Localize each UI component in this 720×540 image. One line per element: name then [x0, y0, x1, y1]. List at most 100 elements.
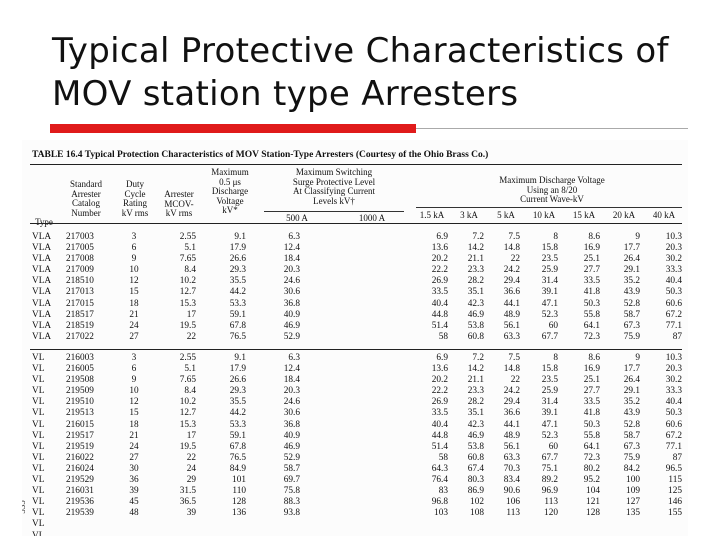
vla-d1_5-cell: 26.9 — [431, 276, 448, 287]
vla-d5-cell: 22 — [510, 254, 520, 265]
vla-d20-cell: 26.4 — [623, 254, 640, 265]
vl-catalog-cell: 216003 — [66, 353, 94, 363]
vl-catalog-cell: 219513 — [66, 408, 94, 419]
vla-d3-cell: 14.2 — [467, 243, 484, 254]
vl-duty-cell: 10 — [129, 386, 139, 397]
vl-d40-cell: 50.3 — [665, 408, 682, 419]
vl-d5-cell: 14.8 — [503, 364, 520, 375]
vl-mcov-cell: 24 — [186, 463, 196, 474]
vl-mcov-cell: 31.5 — [179, 486, 196, 497]
vl-d3-cell — [454, 519, 484, 530]
vl-d5-cell: 83.4 — [503, 475, 520, 486]
vl-d40-cell: 60.6 — [665, 419, 682, 430]
vla-mcov-cell: 15.3 — [179, 298, 196, 309]
vla-s1000-cell — [342, 332, 376, 343]
vla-d3-cell: 28.2 — [467, 276, 484, 287]
vl-d3-cell: 102 — [470, 497, 484, 508]
vl-mcov-cell — [160, 519, 196, 530]
vla-d15-cell: 41.8 — [583, 287, 600, 298]
vl-d40-cell: 77.1 — [665, 441, 682, 452]
vl-d15-cell: 33.5 — [583, 397, 600, 408]
vla-catalog-cell: 217008 — [66, 254, 94, 265]
vl-d1_5-cell — [418, 519, 448, 530]
vl-max05-cell: 76.5 — [229, 452, 246, 463]
header-switching: Maximum Switching Surge Protective Level… — [292, 167, 376, 206]
vl-s1000-cell — [342, 486, 376, 497]
header-discharge-5ka: 5 kA — [497, 210, 515, 220]
vla-max05-column: 9.1 17.9 26.6 29.3 35.5 44.2 53.3 59.1 67.8 76.5 — [212, 232, 246, 343]
vl-catalog-cell: 219519 — [66, 441, 94, 452]
vl-duty-cell — [120, 531, 148, 537]
vl-d3-cell: 67.4 — [467, 463, 484, 474]
vl-catalog-cell: 216022 — [66, 452, 94, 463]
vl-d10-cell: 31.4 — [541, 397, 558, 408]
vl-d40-cell: 155 — [668, 508, 682, 519]
vl-d3-cell: 53.8 — [467, 441, 484, 452]
vla-s500-cell: 52.9 — [283, 331, 300, 342]
vla-type-cell: VLA — [32, 232, 52, 242]
vl-type-cell: VL — [32, 475, 45, 486]
vl-d15-cell: 25.1 — [583, 375, 600, 386]
vla-catalog-cell: 217003 — [66, 232, 94, 242]
vl-d20-cell — [608, 531, 640, 537]
vl-d40-cell: 20.3 — [665, 364, 682, 375]
vl-d1_5-cell: 26.9 — [431, 397, 448, 408]
vl-type-cell: VL — [32, 508, 45, 519]
vl-duty-cell: 36 — [129, 475, 139, 486]
vl-s1000-cell — [342, 497, 376, 508]
vl-d10-cell: 113 — [544, 497, 558, 508]
vl-duty-cell: 30 — [129, 463, 139, 474]
vl-d15-cell: 95.2 — [583, 475, 600, 486]
vl-duty-cell: 3 — [131, 353, 137, 363]
vl-type-cell: VL — [32, 463, 45, 474]
vl-mcov-cell: 7.65 — [179, 375, 196, 386]
vl-d15-cell: 128 — [586, 508, 600, 519]
vl-s1000-cell — [342, 431, 376, 442]
vl-s500-column: 6.3 12.4 18.4 20.3 24.6 30.6 36.8 40.9 46.9 52.9 5… — [266, 353, 300, 536]
vla-d10-cell: 31.4 — [541, 276, 558, 287]
vl-d5-cell: 106 — [506, 497, 520, 508]
vl-d40-cell — [648, 531, 682, 537]
vla-duty-cell: 3 — [131, 232, 137, 242]
vla-mcov-cell: 8.4 — [184, 265, 196, 276]
vla-mcov-cell: 17 — [186, 309, 196, 320]
vl-d20-cell: 9 — [635, 353, 640, 363]
vl-d1_5-cell: 44.8 — [431, 430, 448, 441]
vl-mcov-cell: 5.1 — [184, 364, 196, 375]
vl-d1_5-cell: 103 — [434, 508, 448, 519]
vl-max05-cell: 84.9 — [229, 463, 246, 474]
vla-d10-cell: 15.8 — [541, 243, 558, 254]
vla-type-cell: VLA — [32, 287, 52, 298]
vl-d10-column: 8 15.8 23.5 25.9 31.4 39.1 47.1 52.3 60 67.7 75.1 8… — [528, 353, 558, 536]
vl-max05-cell — [212, 519, 246, 530]
vl-s1000-cell — [342, 397, 376, 408]
vl-d10-cell: 120 — [544, 508, 558, 519]
vla-catalog-cell: 217005 — [66, 243, 94, 254]
vla-mcov-cell: 2.55 — [179, 232, 196, 242]
vl-mcov-cell: 19.5 — [179, 441, 196, 452]
vla-d1_5-cell: 40.4 — [431, 298, 448, 309]
vla-d10-cell: 60 — [548, 320, 558, 331]
vl-d3-cell: 108 — [470, 508, 484, 519]
vla-mcov-cell: 22 — [186, 331, 196, 342]
vla-s500-cell: 12.4 — [283, 243, 300, 254]
vla-s500-cell: 40.9 — [283, 309, 300, 320]
vl-duty-column: 3 6 9 10 12 15 18 21 24 27 30 36 39 45 48 — [120, 353, 148, 536]
vla-s1000-cell — [342, 232, 376, 243]
vl-d15-cell: 104 — [586, 486, 600, 497]
vla-s500-cell: 20.3 — [283, 265, 300, 276]
vl-s500-cell: 36.8 — [283, 419, 300, 430]
vla-d3-cell: 60.8 — [467, 331, 484, 342]
vl-type-cell: VL — [32, 497, 45, 508]
vl-d5-cell: 70.3 — [503, 463, 520, 474]
vla-type-cell: VLA — [32, 243, 52, 254]
vla-d1_5-cell: 44.8 — [431, 309, 448, 320]
header-switching-1000a: 1000 A — [358, 213, 386, 223]
vl-d15-cell — [568, 531, 600, 537]
vl-type-cell: VL — [32, 386, 45, 397]
vla-max05-cell: 35.5 — [229, 276, 246, 287]
vl-duty-cell: 45 — [129, 497, 139, 508]
vla-duty-column: 3 6 9 10 12 15 18 21 24 27 — [120, 232, 148, 343]
vla-d40-cell: 33.3 — [665, 265, 682, 276]
vla-d5-cell: 29.4 — [503, 276, 520, 287]
